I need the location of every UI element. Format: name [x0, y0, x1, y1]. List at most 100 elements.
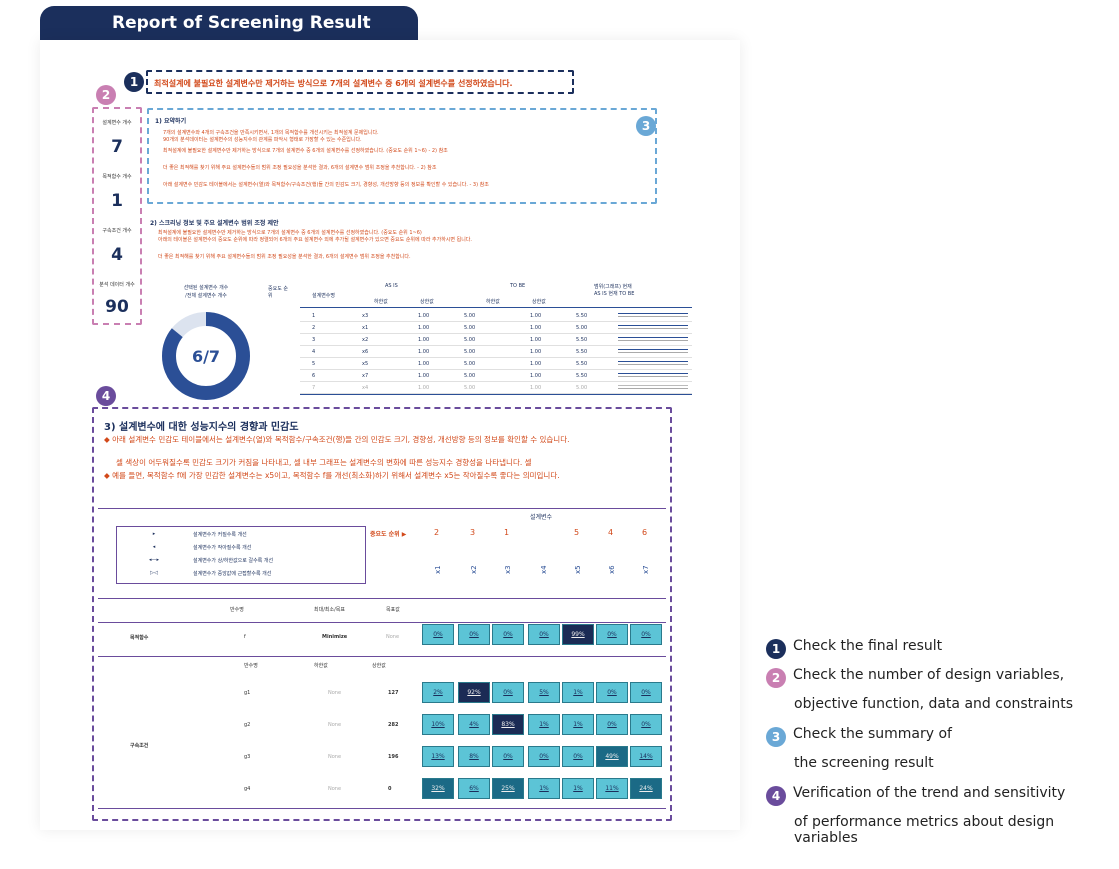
range-cell-hi: 5.00 [464, 349, 476, 355]
range-cell-name: x5 [362, 361, 369, 367]
sensitivity-cell[interactable]: 0% [596, 624, 628, 645]
sensitivity-cell[interactable]: 0% [630, 682, 662, 703]
range-cell-name: x6 [362, 349, 369, 355]
badge-4: 4 [766, 786, 786, 806]
sensitivity-cell[interactable]: 14% [630, 746, 662, 767]
var-name: x6 [608, 565, 616, 574]
trend-legend-text: 설계변수가 작아질수록 개선 [193, 545, 252, 551]
sensitivity-cell[interactable]: 24% [630, 778, 662, 799]
sensitivity-cell[interactable]: 2% [422, 682, 454, 703]
sensitivity-cell[interactable]: 83% [492, 714, 524, 735]
var-name: x5 [574, 565, 582, 574]
range-cell-lo: 1.00 [418, 361, 430, 367]
range-bar-as-is [618, 361, 688, 362]
sensitivity-cell[interactable]: 0% [596, 682, 628, 703]
range-table-row: 4 x6 1.00 5.00 1.00 5.50 [300, 346, 692, 358]
rank-value: 1 [504, 528, 510, 537]
var-name: x2 [470, 565, 478, 574]
screening-bullet-2: 아래의 테이블은 설계변수의 중요도 순위에 따라 정렬되어 6개의 주요 설계… [158, 237, 472, 243]
sensitivity-cell[interactable]: 11% [596, 778, 628, 799]
sensitivity-cell[interactable]: 1% [562, 778, 594, 799]
rank-value: 3 [470, 528, 476, 537]
legend-text-4b: of performance metrics about design vari… [794, 814, 1055, 846]
range-bar-to-be [618, 316, 688, 317]
range-cell-hi2: 5.50 [576, 313, 588, 319]
range-cell-hi2: 5.00 [576, 325, 588, 331]
sensitivity-cell[interactable]: 5% [528, 682, 560, 703]
var-name: x1 [434, 565, 442, 574]
stat-value-vars: 7 [111, 137, 123, 157]
sensitivity-cell[interactable]: 0% [492, 682, 524, 703]
th-range-graph: 범위(그래프) 현재 AS IS 현재 TO BE [594, 284, 635, 297]
constraint-upper: 127 [388, 690, 399, 696]
sensitivity-cell[interactable]: 0% [422, 624, 454, 645]
sensitivity-cell[interactable]: 4% [458, 714, 490, 735]
stat-value-data: 90 [105, 297, 129, 317]
trend-symbol-icon: ◂ [152, 544, 156, 550]
sensitivity-cell[interactable]: 10% [422, 714, 454, 735]
summary-bullet-4: 더 좋은 최적해를 찾기 위해 주요 설계변수들의 범위 조정 필요성을 분석한… [163, 165, 437, 171]
sensitivity-cell[interactable]: 0% [528, 746, 560, 767]
sensitivity-cell[interactable]: 92% [458, 682, 490, 703]
sensitivity-cell[interactable]: 6% [458, 778, 490, 799]
legend-item-2: 2 Check the number of design variables, [766, 667, 1064, 688]
bullet-diamond-icon: ◆ [104, 435, 113, 444]
stat-value-constraints: 4 [111, 245, 123, 265]
sensitivity-cell[interactable]: 0% [562, 746, 594, 767]
range-bar-as-is [618, 349, 688, 350]
obj-h-target: 목표값 [386, 607, 400, 613]
sensitivity-cell[interactable]: 0% [630, 714, 662, 735]
sensitivity-paragraph-1: ◆ 아래 설계변수 민감도 테이블에서는 설계변수(열)와 목적함수/구속조건(… [104, 434, 624, 445]
constraint-name: g4 [244, 786, 251, 792]
sensitivity-cell[interactable]: 0% [630, 624, 662, 645]
range-bar-as-is [618, 313, 688, 314]
sensitivity-cell[interactable]: 0% [492, 624, 524, 645]
sensitivity-cell[interactable]: 49% [596, 746, 628, 767]
badge-1: 1 [766, 639, 786, 659]
report-title: Report of Screening Result [112, 13, 371, 33]
range-cell-lo2: 1.00 [530, 337, 542, 343]
table-bottom-rule [300, 394, 692, 395]
th-to-be-hi: 상한값 [532, 299, 546, 305]
rank-value: 2 [434, 528, 440, 537]
sensitivity-cell[interactable]: 32% [422, 778, 454, 799]
sensitivity-cell[interactable]: 13% [422, 746, 454, 767]
legend-text-3b: the screening result [794, 755, 934, 771]
summary-box: 1) 요약하기 7개의 설계변수와 4개의 구속조건을 만족시키면서, 1개의 … [147, 108, 657, 204]
sensitivity-cell[interactable]: 0% [458, 624, 490, 645]
th-var: 설계변수명 [312, 293, 336, 299]
sensitivity-cell[interactable]: 8% [458, 746, 490, 767]
constraint-upper: 0 [388, 786, 392, 792]
range-cell-name: x3 [362, 313, 369, 319]
legend-text-2b: objective function, data and constraints [794, 696, 1074, 712]
range-table-row: 3 x2 1.00 5.00 1.00 5.50 [300, 334, 692, 346]
sensitivity-cell[interactable]: 0% [528, 624, 560, 645]
range-table-row: 6 x7 1.00 5.00 1.00 5.50 [300, 370, 692, 382]
sensitivity-cell[interactable]: 25% [492, 778, 524, 799]
sensitivity-cell[interactable]: 99% [562, 624, 594, 645]
sensitivity-cell[interactable]: 1% [562, 682, 594, 703]
badge-1: 1 [124, 72, 144, 92]
sensitivity-cell[interactable]: 0% [492, 746, 524, 767]
report-title-tab: Report of Screening Result [40, 6, 418, 40]
donut-label: 6/7 [192, 347, 220, 366]
badge-3: 3 [766, 727, 786, 747]
range-cell-rank: 2 [312, 325, 316, 331]
sensitivity-cell[interactable]: 1% [562, 714, 594, 735]
trend-symbol-icon: ▷◁ [150, 570, 158, 576]
legend-text-4a: Verification of the trend and sensitivit… [793, 785, 1066, 801]
range-cell-lo2: 1.00 [530, 385, 542, 391]
sensitivity-cell[interactable]: 0% [596, 714, 628, 735]
th-rank: 중요도 순위 [268, 286, 288, 299]
badge-4: 4 [96, 386, 116, 406]
th-as-is-lo: 하한값 [374, 299, 388, 305]
divider [98, 808, 666, 809]
stat-label-data: 분석 데이터 개수 [99, 282, 135, 288]
objective-name: f [244, 634, 246, 640]
objective-goal: Minimize [322, 634, 348, 640]
sensitivity-cell[interactable]: 1% [528, 778, 560, 799]
range-table-row: 5 x5 1.00 5.00 1.00 5.50 [300, 358, 692, 370]
range-bar-to-be [618, 376, 688, 377]
constraint-lower: None [328, 786, 342, 792]
sensitivity-cell[interactable]: 1% [528, 714, 560, 735]
